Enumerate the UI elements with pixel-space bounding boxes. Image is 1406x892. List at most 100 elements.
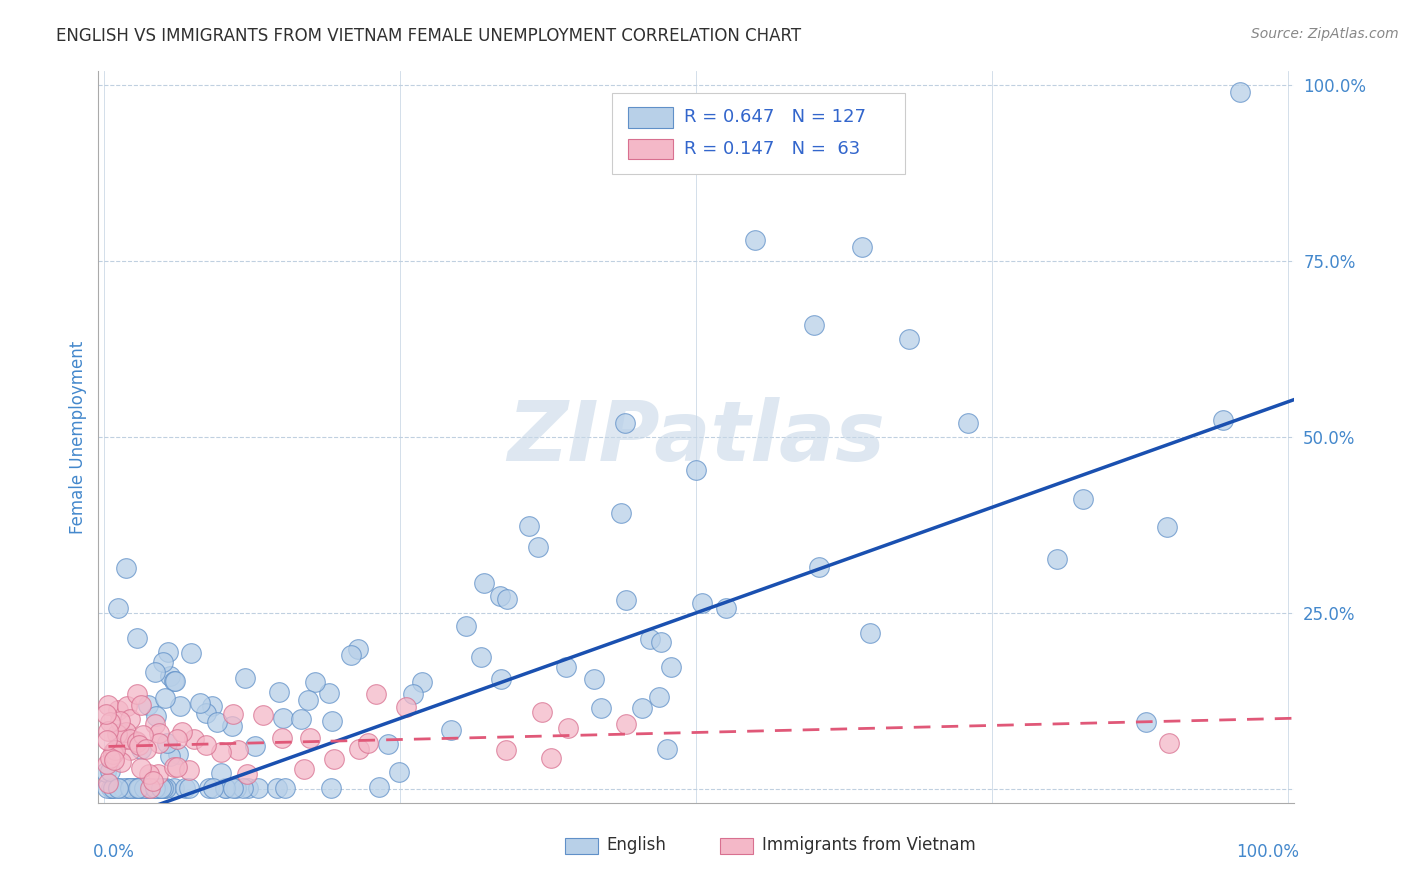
Point [803,318,825,332]
Point [591,700,613,714]
Point [659,660,682,674]
Point [156,736,179,750]
Point [638,632,661,646]
Point [221,707,243,722]
Point [209,766,232,780]
Point [202,780,225,795]
Point [101,747,124,761]
Point [107,600,129,615]
Point [225,780,247,795]
Point [402,687,425,701]
Point [209,745,232,759]
Point [517,518,540,533]
Point [110,755,132,769]
Point [118,780,141,795]
Point [243,739,266,753]
Point [388,765,411,780]
Point [162,760,184,774]
Point [252,708,274,723]
Point [143,665,166,679]
Point [122,780,145,795]
Point [582,672,605,686]
Point [527,541,550,555]
Point [495,743,517,757]
Point [496,592,519,607]
Point [110,726,132,740]
Point [118,731,141,746]
Text: Source: ZipAtlas.com: Source: ZipAtlas.com [1251,27,1399,41]
Point [194,738,217,752]
Point [357,735,380,749]
Point [103,753,125,767]
Text: English: English [606,836,666,855]
Point [94,765,117,780]
Point [266,780,288,795]
Point [97,698,120,712]
Point [115,561,138,575]
Point [630,701,652,715]
Point [128,780,150,795]
Point [152,780,174,795]
Point [851,240,873,254]
Point [221,780,243,795]
Point [115,724,138,739]
Point [129,780,152,795]
Point [271,711,294,725]
Point [377,737,399,751]
Point [112,780,135,795]
Point [366,687,388,701]
Point [274,780,297,795]
Point [411,675,433,690]
Point [489,589,512,603]
Point [214,780,236,795]
Point [120,712,142,726]
Text: Immigrants from Vietnam: Immigrants from Vietnam [762,836,976,855]
Point [104,743,127,757]
Point [221,718,243,732]
Point [169,699,191,714]
Point [321,714,343,728]
Point [120,743,142,757]
Point [131,742,153,756]
Point [108,714,131,728]
Point [201,699,224,714]
Point [163,673,186,688]
Point [172,725,194,739]
Point [98,714,121,729]
Point [97,776,120,790]
Point [96,780,118,795]
Point [530,705,553,719]
Point [124,780,146,795]
Point [143,780,166,795]
Point [139,780,162,795]
Point [177,763,200,777]
Point [107,780,129,795]
FancyBboxPatch shape [720,838,754,854]
Point [655,742,678,756]
Point [103,780,125,795]
Point [304,674,326,689]
Point [540,751,562,765]
Text: 100.0%: 100.0% [1236,843,1299,861]
Point [489,672,512,686]
Point [100,780,122,795]
Point [98,764,121,779]
Point [614,416,637,430]
Point [346,641,368,656]
Point [129,698,152,712]
Point [897,332,920,346]
Point [142,774,165,789]
Point [323,752,346,766]
Point [128,738,150,752]
Point [155,780,177,795]
Point [150,780,173,795]
Point [101,745,124,759]
Point [148,736,170,750]
Point [454,619,477,633]
Point [118,780,141,795]
Point [152,655,174,669]
FancyBboxPatch shape [628,107,673,128]
Point [198,780,221,795]
Point [340,648,363,663]
Point [153,691,176,706]
